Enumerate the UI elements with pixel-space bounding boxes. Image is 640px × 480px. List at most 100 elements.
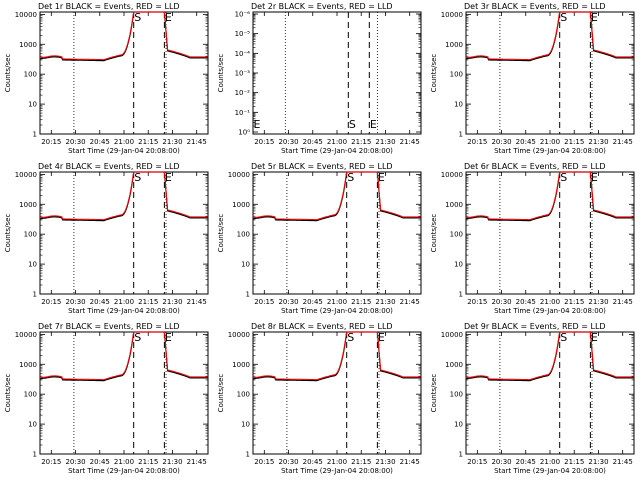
series-events-line [39,11,208,62]
x-tick-label: 21:45 [400,138,420,146]
y-tick-label: 1000 [445,41,463,49]
y-tick-label: 1000 [445,361,463,369]
y-tick-label: 10⁻² [235,89,251,97]
y-tick-label: 100 [24,231,37,239]
x-axis-label: Start Time (29-Jan-04 20:08:00) [68,467,180,475]
marker-e-label: E [165,171,172,184]
x-tick-label: 21:30 [375,298,395,306]
marker-e-label: E [254,118,261,131]
y-tick-label: 1000 [19,361,37,369]
x-tick-label: 20:45 [303,138,323,146]
y-axis-label: Counts/sec [430,374,438,413]
y-tick-label: 10000 [15,171,37,179]
series-lld-line [465,331,634,381]
x-tick-label: 21:30 [588,138,608,146]
x-tick-label: 21:45 [187,298,207,306]
y-tick-label: 10⁻³ [235,70,251,78]
y-tick-label: 10⁰ [238,129,250,137]
y-axis-label: Counts/sec [4,214,12,253]
x-tick-label: 20:45 [303,458,323,466]
y-tick-label: 100 [237,231,250,239]
chart-title: Det 1r BLACK = Events, RED = LLD [38,2,180,11]
x-tick-label: 20:30 [278,298,298,306]
x-tick-label: 20:15 [467,298,487,306]
y-tick-label: 1 [459,291,463,299]
x-tick-label: 21:30 [162,138,182,146]
x-axis-label: Start Time (29-Jan-04 20:08:00) [281,147,393,155]
series-lld-line [465,11,634,61]
x-tick-label: 21:00 [114,458,134,466]
y-tick-label: 1 [33,451,37,459]
y-axis-label: Counts/sec [430,214,438,253]
x-tick-label: 20:15 [254,138,274,146]
x-axis-label: Start Time (29-Jan-04 20:08:00) [281,307,393,315]
y-tick-label: 10 [454,101,463,109]
y-tick-label: 10 [241,261,250,269]
x-tick-label: 21:00 [114,298,134,306]
y-tick-label: 1 [246,291,250,299]
x-tick-label: 21:15 [564,298,584,306]
y-tick-label: 10000 [441,11,463,19]
x-tick-label: 21:00 [540,138,560,146]
x-tick-label: 21:30 [375,138,395,146]
panel-det-7: Det 7r BLACK = Events, RED = LLD Start Ti… [4,322,209,475]
y-axis-label: Counts/sec [4,374,12,413]
y-tick-label: 1 [459,131,463,139]
marker-e-label: E [378,171,385,184]
x-tick-label: 21:30 [162,298,182,306]
x-tick-label: 21:00 [114,138,134,146]
y-tick-label: 100 [450,71,463,79]
x-tick-label: 21:30 [588,458,608,466]
y-tick-label: 1 [459,451,463,459]
marker-s-label: S [134,171,141,184]
series-events-line [252,331,421,382]
y-tick-label: 10000 [441,331,463,339]
x-tick-label: 21:00 [540,298,560,306]
x-tick-label: 20:15 [467,138,487,146]
panel-det-3: Det 3r BLACK = Events, RED = LLD Start Ti… [430,2,635,155]
y-tick-label: 10000 [441,171,463,179]
marker-s-label: S [347,331,354,344]
plot-frame [39,171,209,295]
series-events-line [39,331,208,382]
y-tick-label: 10000 [15,11,37,19]
y-axis-label: Counts/sec [217,374,225,413]
y-tick-label: 10 [241,421,250,429]
y-tick-label: 10000 [15,331,37,339]
y-tick-label: 100 [24,71,37,79]
chart-title: Det 5r BLACK = Events, RED = LLD [251,162,393,171]
marker-s-label: S [349,118,356,131]
x-tick-label: 20:15 [254,298,274,306]
x-tick-label: 21:00 [327,298,347,306]
x-tick-label: 21:15 [138,298,158,306]
chart-title: Det 6r BLACK = Events, RED = LLD [464,162,606,171]
marker-s-label: S [347,171,354,184]
x-tick-label: 20:15 [41,458,61,466]
y-tick-label: 10000 [228,171,250,179]
series-events-line [465,331,634,382]
chart-title: Det 7r BLACK = Events, RED = LLD [38,322,180,331]
chart-title: Det 4r BLACK = Events, RED = LLD [38,162,180,171]
panel-det-2: Det 2r BLACK = Events, RED = LLD Start Ti… [217,2,422,155]
y-tick-label: 10 [28,421,37,429]
x-tick-label: 21:15 [564,138,584,146]
marker-e-label: E [378,331,385,344]
x-tick-label: 20:45 [516,458,536,466]
marker-s-label: S [560,171,567,184]
x-tick-label: 21:15 [138,138,158,146]
y-tick-label: 10 [454,421,463,429]
x-axis-label: Start Time (29-Jan-04 20:08:00) [68,307,180,315]
panel-det-9: Det 9r BLACK = Events, RED = LLD Start Ti… [430,322,635,475]
y-tick-label: 1000 [19,41,37,49]
x-axis-label: Start Time (29-Jan-04 20:08:00) [494,467,606,475]
x-tick-label: 20:15 [41,298,61,306]
x-tick-label: 21:45 [613,138,633,146]
x-tick-label: 20:30 [65,298,85,306]
x-tick-label: 21:30 [588,298,608,306]
x-tick-label: 20:15 [41,138,61,146]
plot-frame [252,11,422,135]
plot-frame [39,331,209,455]
y-tick-label: 100 [24,391,37,399]
x-tick-label: 21:45 [400,298,420,306]
